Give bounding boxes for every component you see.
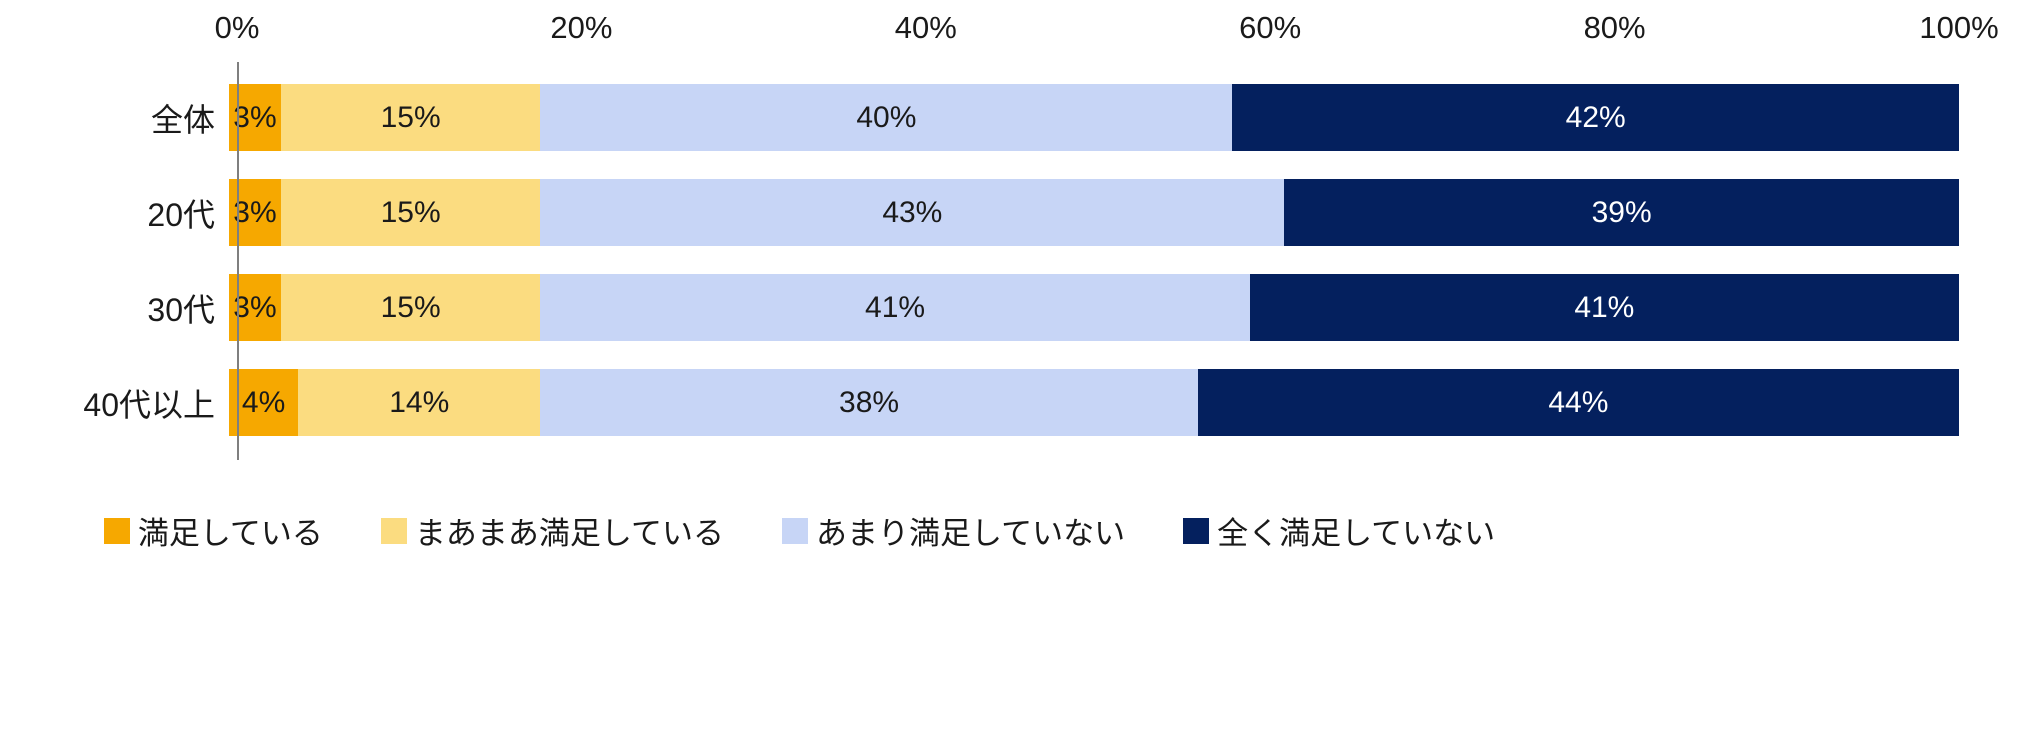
x-axis-tick: 0% bbox=[214, 10, 260, 45]
x-axis-tick: 60% bbox=[1239, 10, 1302, 45]
bar-segment: 42% bbox=[1232, 84, 1959, 151]
legend-swatch-icon bbox=[103, 517, 130, 544]
bar-track: 3% 15% 41% 41% bbox=[229, 274, 1959, 341]
chart-area: 0% 20% 40% 60% 80% 100% 全体 3% 15% 40% 42% 20代 3% 15%… bbox=[0, 10, 1999, 553]
category-label: 30代 bbox=[147, 291, 215, 328]
x-axis-tick: 40% bbox=[894, 10, 957, 45]
category-label: 20代 bbox=[147, 196, 215, 233]
x-axis-ticks: 0% 20% 40% 60% 80% 100% bbox=[215, 10, 1999, 62]
bar-segment: 38% bbox=[540, 369, 1198, 436]
bar-segment: 39% bbox=[1284, 179, 1959, 246]
category-label: 全体 bbox=[150, 101, 215, 138]
legend-swatch-icon bbox=[782, 517, 808, 544]
legend-swatch-icon bbox=[380, 517, 407, 544]
x-axis-tick: 20% bbox=[550, 10, 613, 45]
legend-item: 全く満足していない bbox=[1183, 508, 1495, 553]
y-axis-line bbox=[237, 62, 239, 460]
legend-label: 全く満足していない bbox=[1217, 516, 1496, 551]
plot-area: 全体 3% 15% 40% 42% 20代 3% 15% 43% 39% 30代 3% 15% 41% 41… bbox=[0, 62, 1959, 460]
bar-track: 3% 15% 40% 42% bbox=[229, 84, 1959, 151]
bar-segment: 44% bbox=[1197, 369, 1959, 436]
bar-segment: 15% bbox=[280, 84, 541, 151]
legend-label: 満足している bbox=[137, 516, 323, 551]
legend-swatch-icon bbox=[1183, 517, 1210, 544]
bar-segment: 15% bbox=[280, 179, 541, 246]
legend: 満足している まあまあ満足している あまり満足していない 全く満足していない bbox=[0, 508, 1599, 553]
bar-segment: 43% bbox=[540, 179, 1285, 246]
bar-track: 4% 14% 38% 44% bbox=[229, 369, 1959, 436]
bar-segment: 40% bbox=[540, 84, 1233, 151]
bar-track: 3% 15% 43% 39% bbox=[229, 179, 1959, 246]
bar-segment: 4% bbox=[229, 369, 299, 436]
bar-segment: 41% bbox=[1249, 274, 1959, 341]
legend-label: まあまあ満足している bbox=[414, 516, 724, 551]
bar-segment: 14% bbox=[298, 369, 541, 436]
x-axis: 0% 20% 40% 60% 80% 100% bbox=[0, 10, 1999, 62]
legend-item: まあまあ満足している bbox=[380, 508, 724, 553]
legend-item: 満足している bbox=[103, 508, 323, 553]
bar-row: 20代 3% 15% 43% 39% bbox=[0, 179, 1959, 246]
legend-item: あまり満足していない bbox=[782, 508, 1125, 553]
bar-row: 40代以上 4% 14% 38% 44% bbox=[0, 369, 1959, 436]
bar-row: 全体 3% 15% 40% 42% bbox=[0, 84, 1959, 151]
category-label: 40代以上 bbox=[83, 386, 215, 423]
bar-rows: 全体 3% 15% 40% 42% 20代 3% 15% 43% 39% 30代 3% 15% 41% 41… bbox=[0, 84, 1959, 436]
bar-segment: 41% bbox=[540, 274, 1250, 341]
x-axis-tick: 80% bbox=[1583, 10, 1646, 45]
legend-label: あまり満足していない bbox=[816, 516, 1126, 551]
bar-row: 30代 3% 15% 41% 41% bbox=[0, 274, 1959, 341]
x-axis-tick: 100% bbox=[1919, 10, 1999, 45]
bar-segment: 15% bbox=[280, 274, 541, 341]
x-axis-spacer bbox=[0, 10, 237, 62]
